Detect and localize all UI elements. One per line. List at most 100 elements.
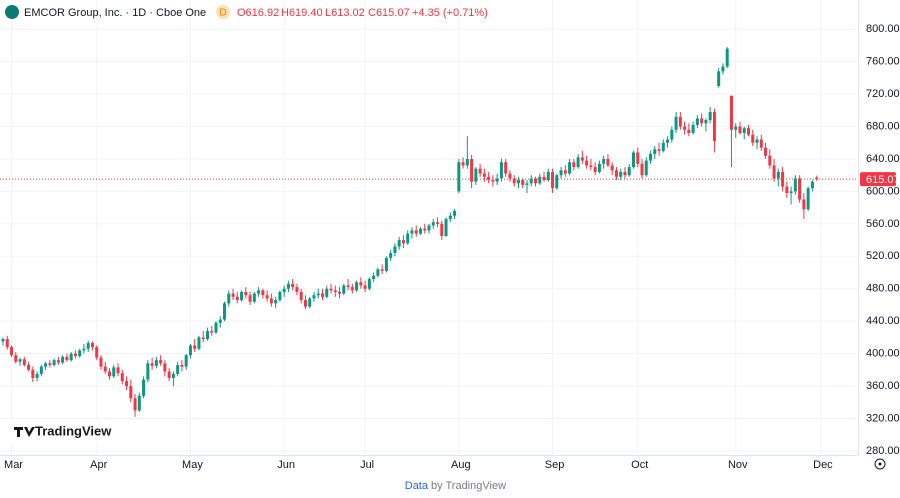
candle-body bbox=[802, 199, 806, 210]
high: H619.40 bbox=[281, 7, 323, 19]
candle-body bbox=[742, 128, 746, 134]
candle-body bbox=[291, 283, 295, 288]
candle-body bbox=[759, 139, 763, 148]
candle-body bbox=[274, 300, 278, 304]
candle-body bbox=[589, 165, 593, 168]
candle-body bbox=[461, 162, 465, 166]
y-tick-label: 680.00 bbox=[866, 120, 900, 132]
badge: D bbox=[219, 8, 226, 19]
candle-body bbox=[781, 171, 785, 187]
settings-icon[interactable] bbox=[874, 458, 886, 470]
candle-body bbox=[52, 360, 56, 365]
open: O616.92 bbox=[237, 7, 279, 19]
y-tick-label: 400.00 bbox=[866, 348, 900, 360]
candle-body bbox=[636, 152, 640, 164]
candle-body bbox=[653, 149, 657, 155]
candle-body bbox=[86, 343, 90, 349]
candle-body bbox=[321, 293, 324, 297]
candle-body bbox=[576, 157, 580, 168]
candle-body bbox=[410, 230, 414, 234]
candle-body bbox=[269, 298, 273, 304]
logo-icon bbox=[14, 427, 35, 437]
candle-body bbox=[806, 188, 810, 210]
candle-body bbox=[359, 282, 363, 286]
candle-body bbox=[201, 337, 205, 340]
y-tick-label: 280.00 bbox=[866, 445, 900, 457]
candle-body bbox=[325, 288, 329, 297]
candle-body bbox=[346, 285, 350, 288]
candle-body bbox=[627, 167, 631, 176]
candle-body bbox=[431, 222, 435, 226]
x-tick-label: Nov bbox=[728, 459, 748, 471]
candle-body bbox=[5, 339, 9, 348]
y-tick-label: 600.00 bbox=[866, 185, 900, 197]
candle-body bbox=[308, 298, 312, 307]
candle-body bbox=[602, 158, 606, 164]
footer-link[interactable]: Data bbox=[405, 480, 429, 492]
candle-body bbox=[764, 147, 768, 156]
candle-body bbox=[14, 355, 18, 362]
candle-body bbox=[691, 124, 695, 134]
candle-body bbox=[120, 373, 124, 382]
candle-body bbox=[278, 291, 282, 301]
candle-body bbox=[559, 170, 563, 176]
candle-body bbox=[444, 218, 448, 237]
candle-body bbox=[542, 176, 546, 181]
candle-body bbox=[755, 139, 759, 143]
candle-body bbox=[593, 167, 597, 172]
candle-body bbox=[597, 163, 601, 172]
candle-body bbox=[56, 360, 60, 363]
candle-body bbox=[116, 367, 120, 374]
candle-body bbox=[525, 183, 529, 185]
candle-body bbox=[133, 398, 137, 411]
candle-body bbox=[725, 48, 729, 67]
y-tick-label: 320.00 bbox=[866, 412, 900, 424]
candle-body bbox=[295, 287, 299, 292]
candle-body bbox=[534, 178, 537, 184]
candle-body bbox=[683, 126, 687, 130]
candle-body bbox=[427, 225, 431, 231]
candle-body bbox=[491, 180, 495, 182]
candle-body bbox=[65, 356, 69, 361]
close: C615.07 bbox=[368, 7, 410, 19]
candle-body bbox=[704, 120, 708, 124]
candle-body bbox=[333, 290, 337, 292]
candle-body bbox=[551, 171, 555, 189]
candle-body bbox=[69, 353, 73, 361]
candle-body bbox=[350, 287, 354, 291]
candle-body bbox=[312, 295, 316, 299]
badge-bg bbox=[216, 5, 230, 19]
candle-body bbox=[197, 337, 201, 349]
candle-body bbox=[563, 170, 567, 174]
candle-body bbox=[785, 186, 789, 194]
candle-body bbox=[244, 291, 248, 296]
candle-body bbox=[661, 142, 665, 151]
candle-body bbox=[738, 126, 742, 134]
candle-body bbox=[35, 373, 39, 378]
candle-body bbox=[31, 369, 35, 378]
candle-body bbox=[252, 293, 256, 302]
candle-body bbox=[619, 171, 623, 177]
candle-body bbox=[163, 363, 167, 372]
candle-body bbox=[614, 170, 618, 177]
candle-body bbox=[793, 178, 797, 192]
candle-body bbox=[367, 279, 371, 289]
x-tick-label: Jun bbox=[277, 459, 295, 471]
candle-body bbox=[487, 176, 491, 181]
x-tick-label: Jul bbox=[360, 459, 374, 471]
candle-body bbox=[440, 223, 444, 237]
candle-body bbox=[418, 228, 422, 234]
candle-body bbox=[687, 129, 691, 134]
candle-body bbox=[482, 173, 486, 177]
x-tick-label: Sep bbox=[545, 459, 565, 471]
candle-body bbox=[674, 116, 678, 130]
candle-body bbox=[193, 345, 197, 349]
price-tag bbox=[860, 172, 896, 187]
x-tick-label: Apr bbox=[90, 459, 107, 471]
candle-body bbox=[448, 215, 452, 219]
y-tick-label: 480.00 bbox=[866, 283, 900, 295]
candle-body bbox=[240, 291, 244, 301]
candle-body bbox=[282, 288, 286, 292]
logo-text[interactable]: TradingView bbox=[35, 423, 112, 438]
candle-body bbox=[798, 178, 802, 200]
